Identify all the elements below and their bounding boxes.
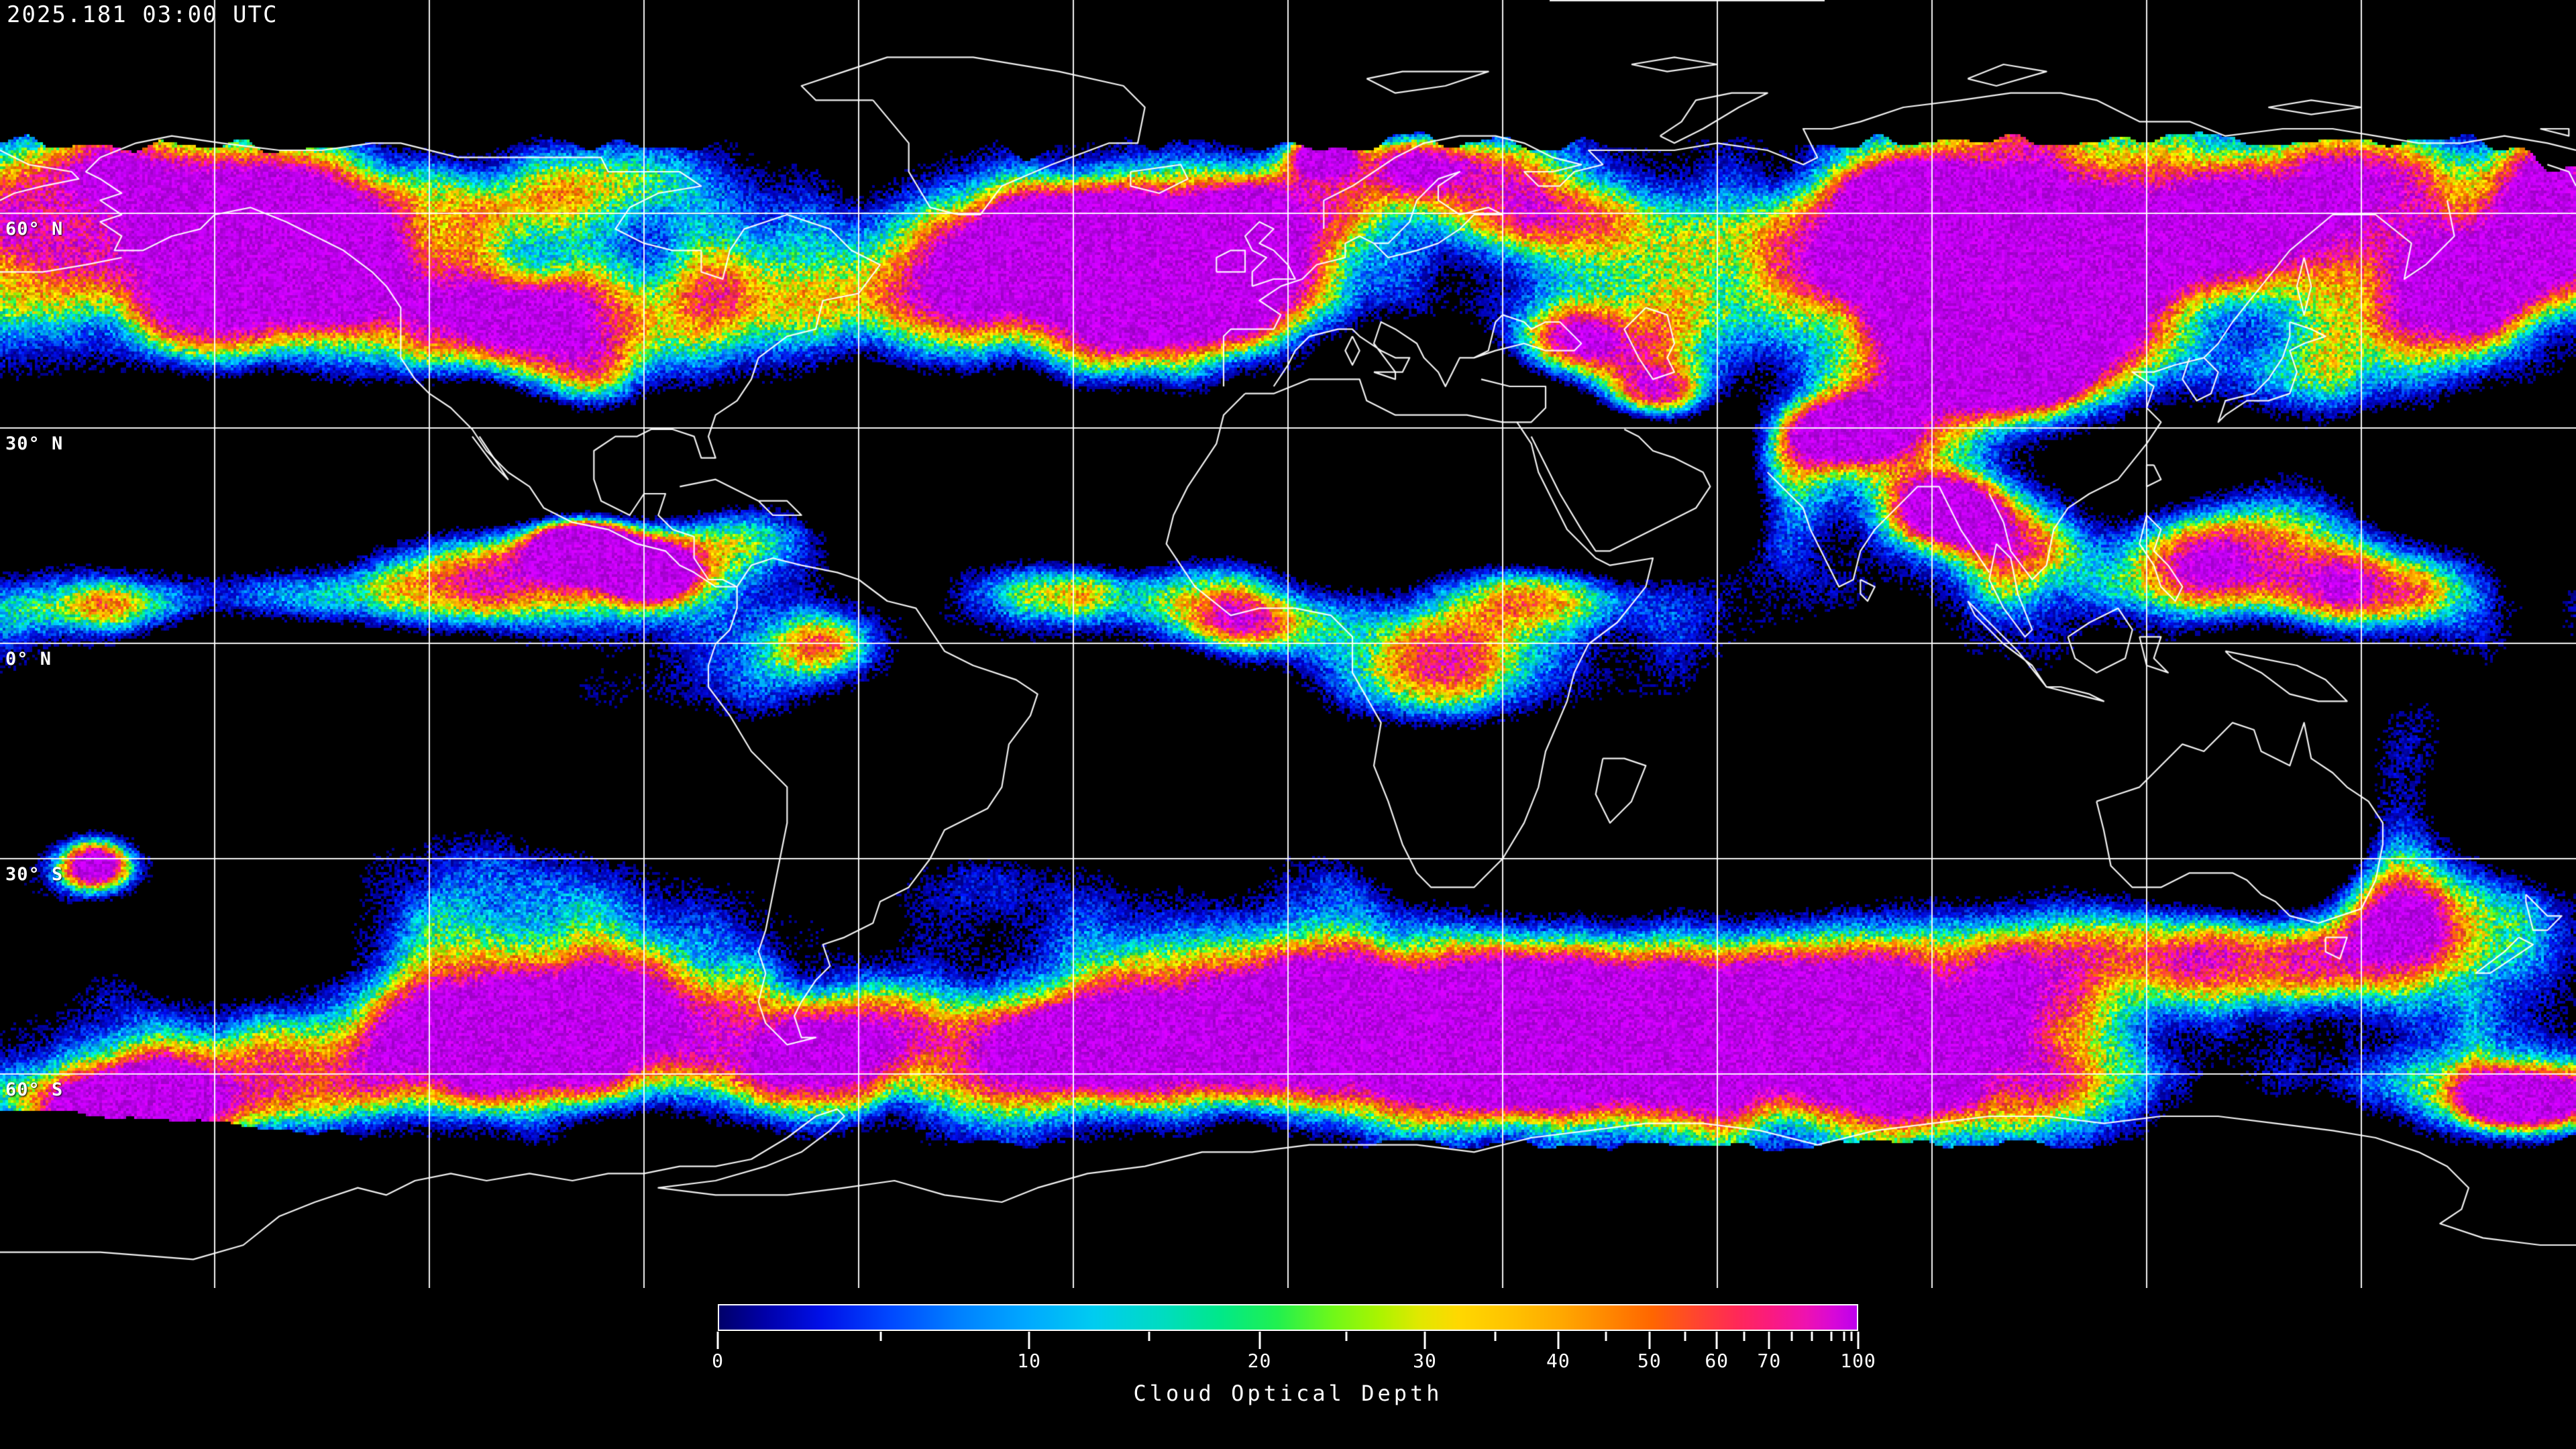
colorbar-minor-tick bbox=[1850, 1332, 1853, 1341]
colorbar-major-tick bbox=[1648, 1332, 1651, 1349]
colorbar-tick-label-10: 10 bbox=[1017, 1350, 1041, 1372]
colorbar-minor-tick bbox=[1684, 1332, 1686, 1341]
colorbar-minor-tick bbox=[879, 1332, 882, 1341]
colorbar-major-tick bbox=[1715, 1332, 1718, 1349]
colorbar-title: Cloud Optical Depth bbox=[1133, 1381, 1443, 1406]
colorbar-minor-tick bbox=[1830, 1332, 1833, 1341]
colorbar-minor-tick bbox=[1811, 1332, 1813, 1341]
latitude-label-30n: 30° N bbox=[5, 433, 64, 454]
colorbar-gradient bbox=[718, 1304, 1858, 1331]
colorbar-minor-tick bbox=[1345, 1332, 1348, 1341]
latitude-label-60n: 60° N bbox=[5, 219, 64, 239]
latitude-label-0n: 0° N bbox=[5, 649, 52, 669]
world-cloud-map-canvas bbox=[0, 0, 2576, 1288]
colorbar-tick-label-0: 0 bbox=[712, 1350, 724, 1372]
colorbar-major-tick bbox=[716, 1332, 719, 1349]
colorbar-tick-label-70: 70 bbox=[1757, 1350, 1782, 1372]
colorbar-tick-labels: 0 10 20 30 40 50 60 70 100 bbox=[712, 1350, 1876, 1373]
latitude-label-60s: 60° S bbox=[5, 1079, 64, 1100]
colorbar-minor-tick bbox=[1790, 1332, 1793, 1341]
colorbar-major-tick bbox=[1028, 1332, 1030, 1349]
colorbar-minor-tick bbox=[1743, 1332, 1746, 1341]
colorbar-minor-tick bbox=[1494, 1332, 1497, 1341]
colorbar-major-tick bbox=[1258, 1332, 1260, 1349]
colorbar-minor-tick bbox=[1843, 1332, 1845, 1341]
colorbar-tick-label-50: 50 bbox=[1638, 1350, 1662, 1372]
colorbar-tick-label-60: 60 bbox=[1705, 1350, 1729, 1372]
colorbar-major-tick bbox=[1424, 1332, 1426, 1349]
colorbar-major-tick bbox=[1857, 1332, 1860, 1349]
timestamp-label: 2025.181 03:00 UTC bbox=[7, 1, 278, 28]
colorbar-tick-label-30: 30 bbox=[1413, 1350, 1437, 1372]
colorbar-tick-label-20: 20 bbox=[1247, 1350, 1272, 1372]
colorbar-tick-label-100: 100 bbox=[1840, 1350, 1876, 1372]
latitude-label-30s: 30° S bbox=[5, 864, 64, 885]
colorbar-minor-tick bbox=[1605, 1332, 1607, 1341]
colorbar-tick-label-40: 40 bbox=[1546, 1350, 1570, 1372]
colorbar-minor-tick bbox=[1148, 1332, 1150, 1341]
colorbar-ticks bbox=[716, 1332, 1860, 1352]
colorbar-major-tick bbox=[1557, 1332, 1560, 1349]
colorbar-major-tick bbox=[1768, 1332, 1770, 1349]
